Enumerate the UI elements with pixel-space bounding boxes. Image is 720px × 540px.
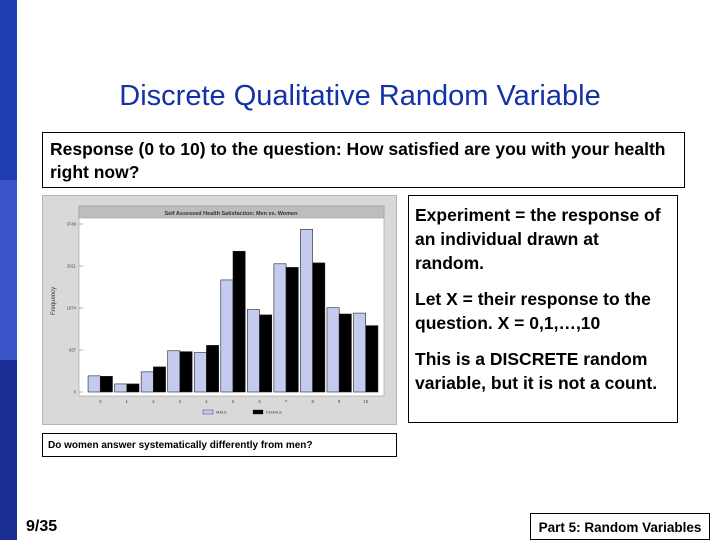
y-tick-label: 2811 xyxy=(67,264,77,269)
legend-swatch xyxy=(252,409,264,415)
experiment-point: Let X = their response to the question. … xyxy=(415,289,651,333)
bar-female-2 xyxy=(153,366,166,393)
bar-female-3 xyxy=(179,351,193,393)
bar-male-4 xyxy=(193,352,207,393)
x-tick-label: 1 xyxy=(126,399,129,404)
bar-male-1 xyxy=(114,383,128,393)
chart-frame: Self Assessed Health Satisfaction: Men v… xyxy=(42,195,397,425)
legend-label: MALE xyxy=(216,410,227,415)
left-accent-bar xyxy=(0,0,17,540)
bar-female-6 xyxy=(259,314,273,393)
accent-bar-segment xyxy=(0,0,17,180)
chart-legend: MALE FEMALE xyxy=(202,409,282,415)
accent-bar-segment xyxy=(0,360,17,540)
x-tick-label: 4 xyxy=(205,399,208,404)
bar-female-1 xyxy=(126,383,140,393)
x-tick-label: 2 xyxy=(152,399,155,404)
bar-female-10 xyxy=(365,325,379,393)
y-axis-ticks: 0 937 1874 2811 3748 xyxy=(67,222,83,395)
experiment-point: Experiment = the response of an individu… xyxy=(415,205,661,273)
bar-female-9 xyxy=(338,313,352,393)
bar-male-5 xyxy=(220,279,234,393)
bar-male-10 xyxy=(353,312,367,393)
bar-male-2 xyxy=(140,371,154,393)
chart-title: Self Assessed Health Satisfaction: Men v… xyxy=(165,211,299,217)
bar-male-7 xyxy=(273,263,287,393)
caption-box: Do women answer systematically different… xyxy=(42,433,397,457)
bar-female-5 xyxy=(232,250,246,393)
bar-male-6 xyxy=(247,309,260,393)
bar-female-0 xyxy=(99,376,113,393)
slide-title: Discrete Qualitative Random Variable xyxy=(119,80,601,112)
x-tick-label: 3 xyxy=(179,399,182,404)
x-tick-label: 8 xyxy=(311,399,314,404)
bar-male-8 xyxy=(300,228,313,393)
bar-female-7 xyxy=(285,267,299,393)
bar-male-9 xyxy=(326,307,340,393)
x-tick-label: 0 xyxy=(99,399,102,404)
bar-series xyxy=(87,228,379,393)
y-tick-label: 3748 xyxy=(67,222,77,227)
experiment-text-box: Experiment = the response of an individu… xyxy=(408,195,678,423)
x-tick-label: 10 xyxy=(363,399,368,404)
x-tick-label: 9 xyxy=(338,399,341,404)
legend-swatch xyxy=(202,409,214,415)
y-tick-label: 0 xyxy=(74,390,77,395)
x-tick-label: 7 xyxy=(285,399,288,404)
y-tick-label: 937 xyxy=(69,348,77,353)
x-tick-label: 6 xyxy=(258,399,261,404)
bar-chart: Self Assessed Health Satisfaction: Men v… xyxy=(51,205,385,415)
question-text-box: Response (0 to 10) to the question: How … xyxy=(42,132,685,188)
x-axis-ticks: 0 1 2 3 4 5 6 7 8 9 10 xyxy=(99,399,369,404)
bar-male-3 xyxy=(167,350,181,393)
y-tick-label: 1874 xyxy=(67,306,77,311)
bar-male-0 xyxy=(87,375,101,393)
accent-bar-segment xyxy=(0,180,17,360)
page-number: 9/35 xyxy=(26,518,58,535)
part-label: Part 5: Random Variables xyxy=(530,513,710,540)
x-tick-label: 5 xyxy=(232,399,235,404)
bar-female-8 xyxy=(312,262,326,393)
legend-label: FEMALE xyxy=(266,410,282,415)
experiment-point: This is a DISCRETE random variable, but … xyxy=(415,349,658,393)
chart-title-band xyxy=(78,205,385,219)
bar-female-4 xyxy=(206,345,219,393)
y-axis-label: Frequency xyxy=(51,287,57,315)
